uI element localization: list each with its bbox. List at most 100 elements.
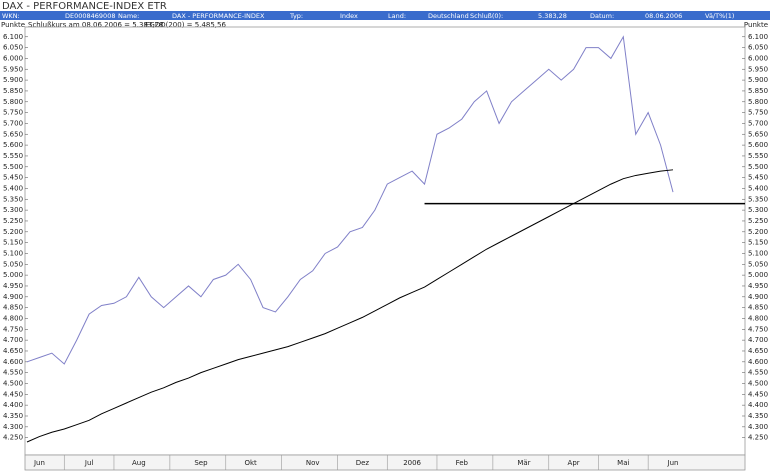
y-tick-label-right: 4.350 <box>748 412 768 420</box>
x-tick-label: Dez <box>356 459 370 467</box>
x-tick-label: Aug <box>132 459 146 467</box>
y-tick-label: 5.100 <box>3 249 23 257</box>
x-tick-label: Apr <box>568 459 580 467</box>
y-tick-label-right: 5.350 <box>748 195 768 203</box>
y-tick-label: 5.250 <box>3 217 23 225</box>
y-tick-label: 4.700 <box>3 336 23 344</box>
y-tick-label: 4.900 <box>3 293 23 301</box>
x-tick-label: Jul <box>84 459 94 467</box>
y-tick-label-right: 5.850 <box>748 87 768 95</box>
y-tick-label: 5.000 <box>3 271 23 279</box>
header-field: DAX - PERFORMANCE-INDEX <box>172 12 265 20</box>
y-tick-label-right: 5.800 <box>748 98 768 106</box>
x-tick-label: Mär <box>517 459 530 467</box>
y-tick-label-right: 5.000 <box>748 271 768 279</box>
y-axis-label-right: Punkte <box>744 21 768 29</box>
y-tick-label-right: 5.150 <box>748 239 768 247</box>
y-tick-label: 4.850 <box>3 304 23 312</box>
y-tick-label: 5.550 <box>3 152 23 160</box>
y-tick-label: 4.350 <box>3 412 23 420</box>
x-tick-label: 2006 <box>403 459 421 467</box>
y-tick-label-right: 4.800 <box>748 314 768 322</box>
y-tick-label-right: 5.200 <box>748 228 768 236</box>
y-tick-label: 4.800 <box>3 314 23 322</box>
y-tick-label-right: 4.750 <box>748 325 768 333</box>
legend-close: Schlußkurs am 08.06.2006 = 5.383,28 <box>28 21 163 29</box>
y-tick-label-right: 5.400 <box>748 184 768 192</box>
y-tick-label: 6.000 <box>3 54 23 62</box>
y-tick-label-right: 5.650 <box>748 130 768 138</box>
header-field: Land: <box>388 12 406 20</box>
y-tick-label: 4.550 <box>3 369 23 377</box>
header-field: 5.383,28 <box>538 12 567 20</box>
y-tick-label: 5.050 <box>3 260 23 268</box>
y-tick-label: 4.450 <box>3 390 23 398</box>
y-tick-label: 5.600 <box>3 141 23 149</box>
y-tick-label-right: 5.100 <box>748 249 768 257</box>
y-tick-label-right: 4.500 <box>748 379 768 387</box>
header-field: Schluß(0): <box>470 12 503 20</box>
x-tick-label: Jun <box>667 459 679 467</box>
header-field: Index <box>340 12 358 20</box>
y-tick-label: 4.600 <box>3 358 23 366</box>
x-tick-label: Jun <box>33 459 45 467</box>
y-tick-label-right: 5.300 <box>748 206 768 214</box>
header-bar <box>0 11 770 20</box>
y-tick-label-right: 6.000 <box>748 54 768 62</box>
x-axis-band <box>24 454 746 471</box>
y-tick-label: 6.050 <box>3 44 23 52</box>
y-tick-label-right: 4.700 <box>748 336 768 344</box>
y-tick-label-right: 5.550 <box>748 152 768 160</box>
y-tick-label-right: 4.900 <box>748 293 768 301</box>
chart-title: DAX - PERFORMANCE-INDEX ETR <box>2 1 167 12</box>
y-tick-label-right: 4.850 <box>748 304 768 312</box>
y-tick-label: 5.800 <box>3 98 23 106</box>
y-tick-label-right: 4.550 <box>748 369 768 377</box>
y-tick-label: 5.850 <box>3 87 23 95</box>
x-tick-label: Mai <box>617 459 629 467</box>
y-tick-label: 4.250 <box>3 434 23 442</box>
y-tick-label-right: 4.950 <box>748 282 768 290</box>
y-tick-label: 5.750 <box>3 109 23 117</box>
y-tick-label: 4.300 <box>3 423 23 431</box>
y-tick-label: 5.900 <box>3 76 23 84</box>
x-tick-label: Feb <box>456 459 469 467</box>
series-line <box>26 35 674 365</box>
y-tick-label-right: 4.250 <box>748 434 768 442</box>
series-line <box>26 169 674 443</box>
y-tick-label-right: 5.500 <box>748 163 768 171</box>
y-tick-label-right: 6.100 <box>748 33 768 41</box>
y-tick-label-right: 4.600 <box>748 358 768 366</box>
y-axis-label: Punkte <box>1 21 25 29</box>
y-tick-label: 5.950 <box>3 65 23 73</box>
y-tick-label: 4.750 <box>3 325 23 333</box>
y-tick-label: 5.700 <box>3 119 23 127</box>
x-tick-label: Sep <box>194 459 208 467</box>
y-tick-label: 5.500 <box>3 163 23 171</box>
y-tick-label: 5.350 <box>3 195 23 203</box>
y-tick-label: 4.400 <box>3 401 23 409</box>
y-tick-label: 4.950 <box>3 282 23 290</box>
y-tick-label-right: 5.600 <box>748 141 768 149</box>
y-tick-label-right: 4.450 <box>748 390 768 398</box>
header-field: DE0008469008 <box>65 12 115 20</box>
y-tick-label-right: 5.950 <box>748 65 768 73</box>
y-tick-label-right: 5.750 <box>748 109 768 117</box>
y-tick-label: 6.100 <box>3 33 23 41</box>
y-tick-label-right: 5.450 <box>748 174 768 182</box>
header-field: WKN: <box>2 12 20 20</box>
header-field: 08.06.2006 <box>645 12 682 20</box>
y-tick-label: 5.400 <box>3 184 23 192</box>
header-field: Typ: <box>289 12 303 20</box>
x-tick-label: Okt <box>244 459 257 467</box>
y-tick-label: 4.500 <box>3 379 23 387</box>
header-field: Deutschland <box>428 12 469 20</box>
y-tick-label-right: 4.650 <box>748 347 768 355</box>
legend-egdd: EGDD(200) = 5.485,56 <box>145 21 226 29</box>
y-tick-label: 5.450 <box>3 174 23 182</box>
y-tick-label-right: 5.700 <box>748 119 768 127</box>
y-tick-label-right: 4.400 <box>748 401 768 409</box>
y-tick-label: 4.650 <box>3 347 23 355</box>
